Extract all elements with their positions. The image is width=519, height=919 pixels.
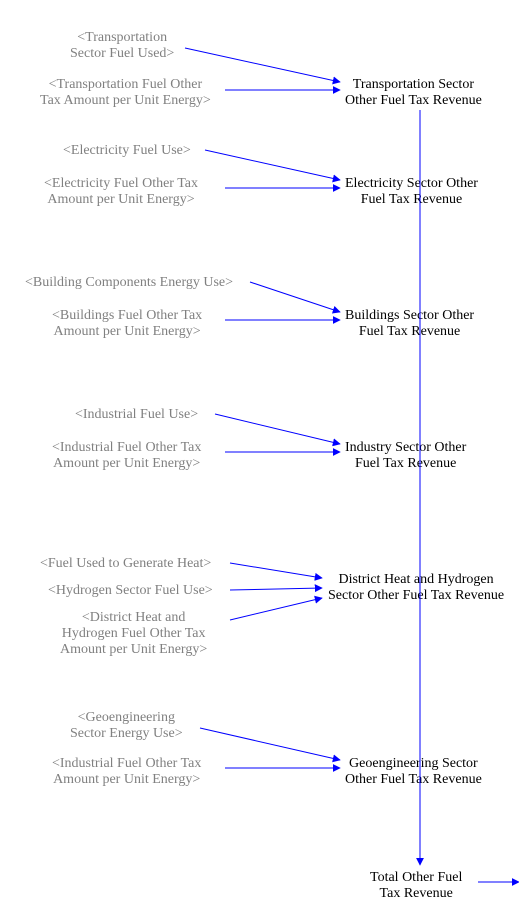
input-hydrogen-fuel-use: <Hydrogen Sector Fuel Use>	[48, 583, 213, 599]
output-industry-revenue: Industry Sector Other Fuel Tax Revenue	[345, 440, 466, 472]
input-buildings-energy-use: <Building Components Energy Use>	[25, 275, 233, 291]
input-transport-fuel-used: <Transportation Sector Fuel Used>	[70, 30, 174, 62]
input-transport-tax-amount: <Transportation Fuel Other Tax Amount pe…	[40, 77, 211, 109]
output-geo-revenue: Geoengineering Sector Other Fuel Tax Rev…	[345, 756, 482, 788]
input-electricity-tax-amount: <Electricity Fuel Other Tax Amount per U…	[44, 176, 198, 208]
output-electricity-revenue: Electricity Sector Other Fuel Tax Revenu…	[345, 176, 478, 208]
input-geo-tax-amount: <Industrial Fuel Other Tax Amount per Un…	[52, 756, 201, 788]
input-industrial-tax-amount: <Industrial Fuel Other Tax Amount per Un…	[52, 440, 201, 472]
output-buildings-revenue: Buildings Sector Other Fuel Tax Revenue	[345, 308, 474, 340]
output-transport-revenue: Transportation Sector Other Fuel Tax Rev…	[345, 77, 482, 109]
output-total-revenue: Total Other Fuel Tax Revenue	[370, 870, 462, 902]
input-electricity-fuel-use: <Electricity Fuel Use>	[63, 143, 191, 159]
input-districtheat-tax-amount: <District Heat and Hydrogen Fuel Other T…	[60, 610, 207, 658]
input-buildings-tax-amount: <Buildings Fuel Other Tax Amount per Uni…	[52, 308, 202, 340]
input-generate-heat: <Fuel Used to Generate Heat>	[40, 556, 211, 572]
output-districtheat-revenue: District Heat and Hydrogen Sector Other …	[328, 572, 504, 604]
input-geo-energy-use: <Geoengineering Sector Energy Use>	[70, 710, 183, 742]
input-industrial-fuel-use: <Industrial Fuel Use>	[75, 407, 198, 423]
